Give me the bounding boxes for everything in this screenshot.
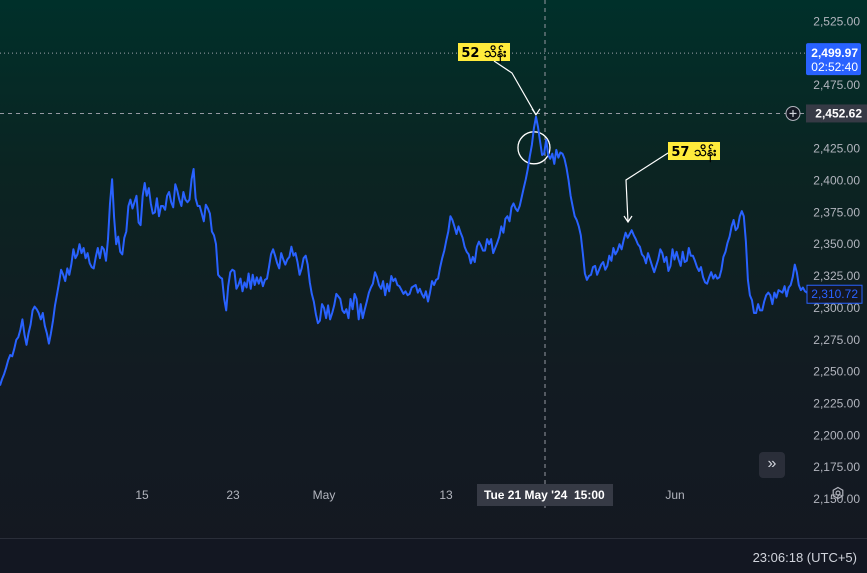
current-price-label-bg [806,284,863,304]
status-bar: 23:06:18 (UTC+5) [0,538,867,573]
chart-overlays [0,0,805,510]
x-axis: 15 23 May 13 Jun [135,488,684,502]
crosshair-date-label-bg [477,484,613,506]
y-tick-label: 2,350.00 [813,237,860,251]
scroll-to-realtime-button[interactable]: » [759,452,785,478]
crosshair-date: Tue 21 May '24 [484,488,568,502]
alert-price-value: 2,499.97 [811,46,858,60]
y-tick-label: 2,325.00 [813,269,860,283]
crosshair-price-value: 2,452.62 [815,106,862,120]
annotation-callout-bg [458,43,510,61]
crosshair-price-label-bg [806,104,867,123]
annotation-callout-text: 57 သိန်း [671,143,717,163]
annotation-callout-text: 52 သိန်း [461,44,507,64]
y-tick-label: 2,250.00 [813,365,860,379]
annotation-arrowhead [531,108,541,116]
y-tick-label: 2,200.00 [813,428,860,442]
x-tick-label: 15 [135,488,149,502]
y-axis: 2,150.00 2,175.00 2,200.00 2,225.00 2,250.00… [813,14,860,506]
y-tick-label: 2,400.00 [813,174,860,188]
y-tick-label: 2,300.00 [813,301,860,315]
alert-countdown: 02:52:40 [811,60,858,74]
settings-icon [832,486,844,500]
x-tick-label: 13 [439,488,453,502]
current-price-value: 2,310.72 [811,287,858,301]
price-series [0,115,808,386]
x-tick-label: 23 [226,488,240,502]
crosshair-time: 15:00 [574,488,605,502]
alert-price-label-bg [806,43,861,76]
y-tick-label: 2,475.00 [813,78,860,92]
chart-settings-button[interactable] [827,485,849,507]
annotation-arrow [493,60,537,116]
annotation-arrow [625,152,669,223]
y-tick-label: 2,275.00 [813,333,860,347]
y-tick-label: 2,375.00 [813,205,860,219]
y-tick-label: 2,225.00 [813,396,860,410]
y-tick-label: 2,150.00 [813,492,860,506]
chevrons-right-icon: » [767,455,777,472]
y-tick-label: 2,175.00 [813,460,860,474]
x-tick-label: May [313,488,336,502]
price-chart[interactable]: 2,150.00 2,175.00 2,200.00 2,225.00 2,250.00… [0,0,867,540]
x-tick-label: Jun [665,488,684,502]
y-tick-label: 2,425.00 [813,142,860,156]
price-line [0,115,808,386]
y-tick-label: 2,525.00 [813,14,860,28]
annotation-callout-bg [668,142,720,160]
annotation-arrowhead [623,215,633,224]
clock-timezone[interactable]: 23:06:18 (UTC+5) [752,550,857,565]
